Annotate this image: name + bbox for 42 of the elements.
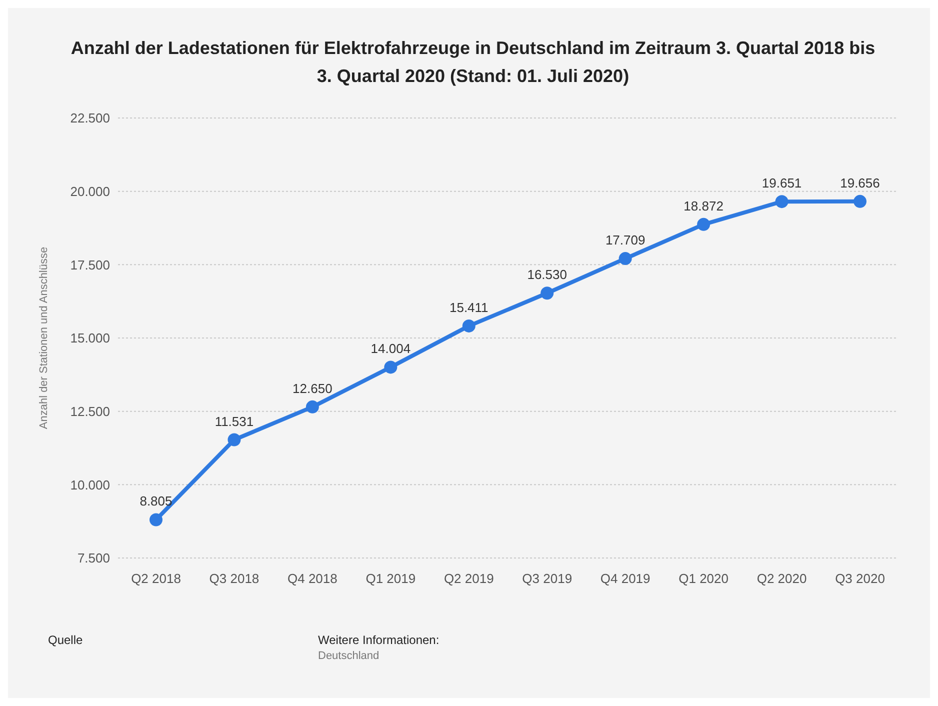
data-label: 15.411	[449, 300, 488, 315]
data-label: 16.530	[527, 267, 567, 282]
x-tick-label: Q2 2019	[444, 571, 494, 586]
point	[150, 513, 162, 526]
text: Weitere Informationen:	[318, 633, 440, 647]
y-tick-label: 17.500	[70, 257, 110, 272]
point	[384, 360, 398, 374]
text: Quelle	[48, 633, 83, 647]
point	[228, 433, 241, 446]
point	[462, 319, 476, 332]
data-label: 8.805	[140, 494, 172, 509]
x-tick-label: Q3 2019	[522, 571, 572, 586]
x-tick-label: Q4 2019	[600, 571, 650, 586]
data-label: 12.650	[292, 380, 332, 396]
data-label: 19.651	[762, 176, 802, 191]
x-tick-label: Q1 2020	[678, 571, 728, 586]
point	[854, 194, 866, 208]
data-label: 11.531	[214, 414, 254, 429]
x-tick-label: Q1 2019	[366, 571, 416, 586]
x-tick-label: Q4 2018	[288, 571, 338, 586]
point	[775, 195, 788, 208]
point	[618, 252, 632, 266]
point	[306, 400, 319, 414]
y-tick-label: 7.500	[77, 550, 110, 566]
text: Deutschland	[318, 650, 380, 662]
point	[540, 286, 554, 300]
data-label: 18.872	[684, 198, 724, 214]
data-label: 14.004	[370, 341, 411, 356]
y-tick-label: 12.500	[70, 404, 110, 419]
x-tick-label: Q3 2020	[835, 571, 885, 586]
y-axis-title: Anzahl der Stationen und Anschlüsse	[38, 246, 50, 430]
x-tick-label: Q2 2020	[756, 571, 807, 586]
y-tick-label: 10.000	[70, 477, 110, 492]
y-tick-label: 15.000	[70, 330, 110, 346]
x-tick-label: Q2 2018	[131, 571, 181, 586]
y-tick-label: 22.500	[70, 110, 110, 126]
chart-title: Anzahl der Ladestationen für Elektrofahrzeuge in Deutschland im Zeitraum 3. Quartal 2018 bis 3. Quartal 2020 (Stand: 01. Juli 2020)	[70, 37, 876, 88]
x-tick-label: Q3 2018	[209, 571, 260, 586]
data-label: 17.709	[605, 232, 646, 248]
y-tick-label: 20.000	[70, 184, 110, 199]
data-label: 19.656	[840, 175, 880, 190]
point	[697, 218, 710, 231]
